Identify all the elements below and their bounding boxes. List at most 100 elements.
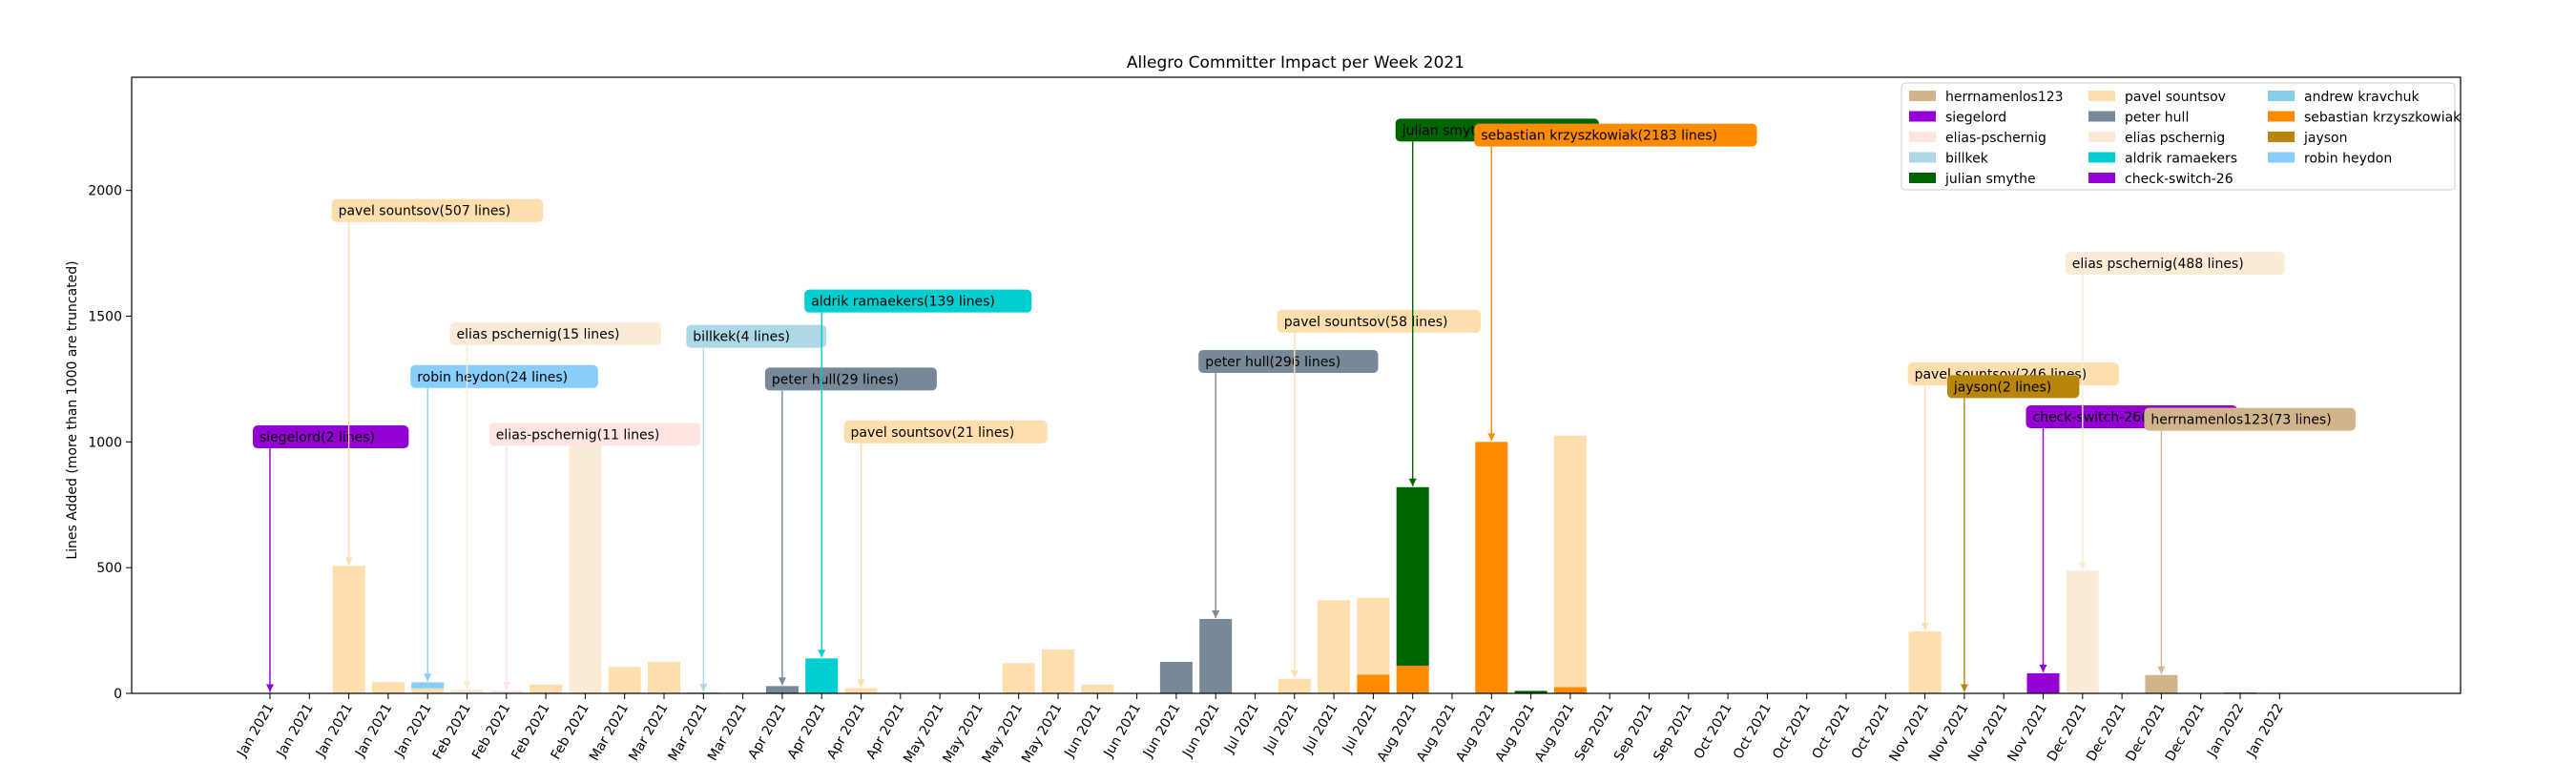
- annotation-label: aldrik ramaekers(139 lines): [811, 295, 995, 310]
- bar: [1081, 684, 1114, 693]
- x-tick-label: Dec 2021: [2123, 701, 2168, 763]
- annotation-arrowhead: [857, 679, 865, 688]
- legend-swatch: [1909, 91, 1936, 101]
- bar: [1159, 662, 1193, 693]
- annotation-label: sebastian krzyszkowiak(2183 lines): [1481, 129, 1717, 144]
- annotation-box: [449, 321, 661, 345]
- annotation-label: jayson(2 lines): [1953, 380, 2051, 395]
- bar: [1908, 631, 1942, 693]
- bar: [371, 682, 405, 693]
- x-tick-label: Jul 2021: [1221, 701, 1262, 756]
- legend-label: julian smythe: [1944, 172, 2036, 187]
- legend-label: elias pschernig: [2125, 131, 2225, 146]
- x-tick-label: Jul 2021: [1340, 701, 1381, 756]
- legend-label: siegelord: [1945, 111, 2006, 126]
- annotation-arrowhead: [1487, 433, 1496, 442]
- plot-frame: [131, 76, 2462, 694]
- x-tick-label: Jul 2021: [1300, 701, 1341, 756]
- legend-label: billkek: [1945, 152, 1989, 167]
- x-tick-label: Oct 2021: [1731, 701, 1775, 762]
- annotation-box: [488, 423, 701, 446]
- legend-swatch: [1909, 152, 1936, 163]
- annotation-box: [764, 367, 937, 391]
- bar: [765, 686, 799, 693]
- x-tick-label: Aug 2021: [1492, 701, 1538, 763]
- x-tick-label: Apr 2021: [745, 701, 789, 762]
- x-tick-label: Apr 2021: [785, 701, 829, 762]
- legend-label: aldrik ramaekers: [2125, 152, 2237, 167]
- bar: [1396, 486, 1429, 666]
- annotation-label: elias pschernig(488 lines): [2072, 257, 2244, 272]
- annotation-box: [1946, 375, 2080, 399]
- annotation-arrowhead: [1408, 478, 1417, 486]
- legend-label: andrew kravchuk: [2304, 90, 2420, 105]
- y-tick-label: 0: [114, 687, 122, 702]
- x-tick-label: Mar 2021: [587, 701, 632, 763]
- bar: [1553, 435, 1587, 688]
- bar: [1475, 442, 1508, 693]
- bar: [844, 688, 878, 693]
- x-tick-label: Jan 2021: [313, 701, 356, 760]
- y-ticks: 0 500 1000 1500 2000: [88, 184, 132, 702]
- annotation: herrnamenlos123(73 lines): [2144, 407, 2356, 674]
- annotation: julian smythe(710 lines): [1395, 118, 1599, 486]
- x-tick-label: Oct 2021: [1770, 701, 1814, 762]
- annotation-arrowhead: [1960, 684, 1968, 692]
- annotation-label: peter hull(296 lines): [1205, 355, 1340, 370]
- annotation-arrowhead: [778, 677, 786, 686]
- x-tick-label: Feb 2021: [430, 701, 474, 762]
- y-axis-label: Lines Added (more than 1000 are truncate…: [65, 260, 80, 559]
- annotation-arrowhead: [1921, 623, 1929, 631]
- x-tick-label: Jan 2021: [274, 701, 317, 760]
- bar: [1357, 674, 1390, 693]
- bar: [411, 682, 445, 689]
- bar: [489, 691, 523, 693]
- x-tick-label: Feb 2021: [509, 701, 552, 762]
- x-tick-label: May 2021: [1019, 701, 1065, 763]
- annotation: peter hull(29 lines): [764, 367, 937, 686]
- annotation-arrowhead: [424, 673, 432, 682]
- legend-swatch: [2268, 132, 2295, 142]
- annotation-label: billkek(4 lines): [693, 330, 790, 345]
- x-tick-label: Apr 2021: [863, 701, 907, 762]
- x-tick-label: Sep 2021: [1611, 701, 1656, 763]
- legend-label: elias-pschernig: [1945, 131, 2046, 146]
- bar: [1514, 691, 1548, 693]
- bar: [1396, 665, 1429, 693]
- x-tick-label: May 2021: [980, 701, 1026, 763]
- annotation-arrowhead: [463, 681, 471, 690]
- annotation: billkek(4 lines): [686, 324, 827, 691]
- annotation-box: [1277, 309, 1481, 333]
- annotation: elias pschernig(15 lines): [449, 321, 661, 690]
- bar: [1042, 649, 1074, 693]
- bar: [450, 690, 484, 693]
- x-tick-label: Dec 2021: [2045, 701, 2089, 763]
- bar: [1318, 600, 1351, 693]
- annotation-arrowhead: [344, 557, 353, 566]
- bar: [1199, 618, 1233, 693]
- x-tick-label: Nov 2021: [1887, 701, 1933, 763]
- legend-swatch: [2088, 91, 2115, 101]
- legend-label: pavel sountsov: [2125, 90, 2226, 105]
- bar: [411, 688, 445, 693]
- x-tick-label: Aug 2021: [1532, 701, 1578, 763]
- annotation-label: siegelord(2 lines): [260, 430, 375, 445]
- x-tick-label: Sep 2021: [1572, 701, 1617, 763]
- annotation-arrowhead: [1212, 609, 1220, 618]
- x-tick-label: Aug 2021: [1414, 701, 1460, 763]
- annotation-label: pavel sountsov(58 lines): [1284, 315, 1448, 330]
- x-tick-label: Nov 2021: [1926, 701, 1972, 763]
- annotation: check-switch-26(80 lines): [2025, 404, 2237, 672]
- y-tick-label: 1500: [88, 309, 122, 324]
- legend-label: peter hull: [2125, 111, 2189, 126]
- x-tick-label: Aug 2021: [1453, 701, 1499, 763]
- annotation-box: [2144, 407, 2356, 431]
- bar: [805, 658, 839, 693]
- bar: [530, 684, 563, 693]
- annotation-box: [686, 324, 827, 348]
- y-tick-label: 2000: [88, 184, 122, 199]
- legend-swatch: [2268, 152, 2295, 163]
- legend-swatch: [2088, 173, 2115, 183]
- annotation-arrowhead: [2039, 664, 2047, 672]
